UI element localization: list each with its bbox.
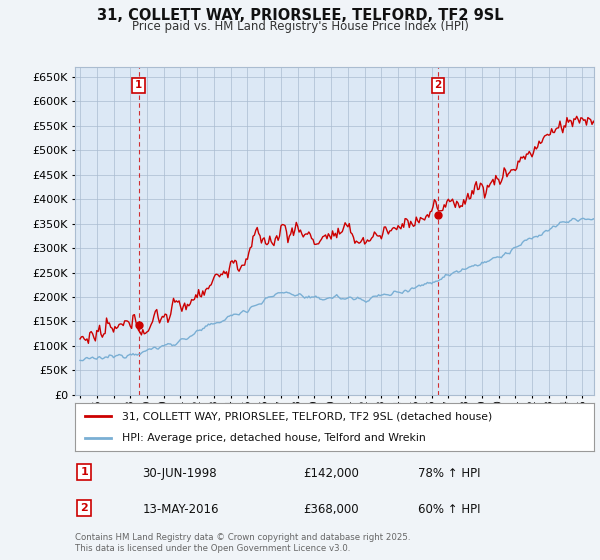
Text: 30-JUN-1998: 30-JUN-1998 xyxy=(142,467,217,480)
Text: 2: 2 xyxy=(434,80,442,90)
Text: 13-MAY-2016: 13-MAY-2016 xyxy=(142,503,219,516)
Text: Price paid vs. HM Land Registry's House Price Index (HPI): Price paid vs. HM Land Registry's House … xyxy=(131,20,469,32)
Text: 2: 2 xyxy=(80,503,88,513)
Text: 31, COLLETT WAY, PRIORSLEE, TELFORD, TF2 9SL (detached house): 31, COLLETT WAY, PRIORSLEE, TELFORD, TF2… xyxy=(122,411,492,421)
Text: 78% ↑ HPI: 78% ↑ HPI xyxy=(418,467,480,480)
Text: £368,000: £368,000 xyxy=(304,503,359,516)
Text: 31, COLLETT WAY, PRIORSLEE, TELFORD, TF2 9SL: 31, COLLETT WAY, PRIORSLEE, TELFORD, TF2… xyxy=(97,8,503,24)
Text: 1: 1 xyxy=(135,80,142,90)
Text: Contains HM Land Registry data © Crown copyright and database right 2025.
This d: Contains HM Land Registry data © Crown c… xyxy=(75,533,410,553)
Text: 60% ↑ HPI: 60% ↑ HPI xyxy=(418,503,480,516)
Text: 1: 1 xyxy=(80,467,88,477)
Text: £142,000: £142,000 xyxy=(304,467,359,480)
Text: HPI: Average price, detached house, Telford and Wrekin: HPI: Average price, detached house, Telf… xyxy=(122,433,425,443)
